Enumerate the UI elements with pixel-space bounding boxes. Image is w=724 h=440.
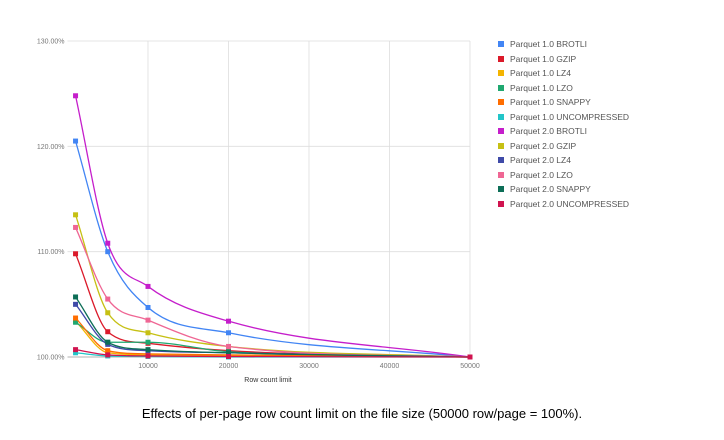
data-point	[145, 339, 151, 345]
legend-label: Parquet 2.0 UNCOMPRESSED	[510, 198, 630, 209]
series-parquet-1-0-brotli	[73, 138, 471, 358]
legend-swatch	[498, 84, 504, 91]
series-line	[74, 227, 471, 358]
series-parquet-2-0-brotli	[73, 93, 471, 358]
series-parquet-1-0-gzip	[73, 251, 471, 358]
legend-swatch	[498, 99, 504, 106]
data-point	[73, 93, 79, 99]
legend-label: Parquet 2.0 BROTLI	[510, 126, 588, 137]
data-point	[105, 352, 111, 358]
data-point	[73, 224, 79, 230]
data-point	[105, 296, 111, 302]
data-point	[73, 251, 79, 257]
data-point	[73, 315, 79, 321]
x-axis-label: Row count limit	[244, 377, 292, 384]
data-point	[73, 212, 79, 218]
legend-item: Parquet 2.0 LZ4	[498, 153, 629, 168]
legend-item: Parquet 2.0 BROTLI	[498, 124, 629, 139]
x-tick-label: 10000	[138, 363, 158, 370]
legend-item: Parquet 1.0 LZ4	[498, 66, 629, 81]
legend-label: Parquet 2.0 GZIP	[510, 140, 577, 151]
series-parquet-2-0-lzo	[73, 224, 471, 358]
series-line	[75, 317, 471, 358]
data-point	[145, 330, 151, 336]
x-tick-label: 40000	[380, 363, 400, 370]
data-point	[105, 249, 111, 255]
legend-item: Parquet 1.0 UNCOMPRESSED	[498, 110, 629, 125]
legend: Parquet 1.0 BROTLI Parquet 1.0 GZIP Parque…	[498, 37, 629, 211]
legend-swatch	[498, 142, 504, 149]
series-line	[74, 214, 471, 358]
data-point	[73, 138, 79, 144]
legend-label: Parquet 1.0 SNAPPY	[510, 97, 591, 108]
data-point	[73, 301, 79, 307]
series-line	[75, 296, 471, 358]
legend-swatch	[498, 113, 504, 120]
legend-item: Parquet 1.0 SNAPPY	[498, 95, 629, 110]
legend-item: Parquet 2.0 GZIP	[498, 139, 629, 154]
data-point	[73, 350, 79, 356]
data-point	[226, 350, 231, 356]
legend-label: Parquet 1.0 BROTLI	[510, 39, 588, 50]
data-point	[105, 329, 111, 335]
data-point	[145, 347, 151, 353]
series-line	[74, 140, 471, 358]
legend-label: Parquet 2.0 SNAPPY	[510, 184, 591, 195]
legend-label: Parquet 2.0 LZO	[510, 169, 573, 180]
y-tick-label: 120.00%	[37, 144, 65, 151]
data-point	[145, 283, 151, 289]
legend-swatch	[498, 171, 504, 178]
data-point	[226, 353, 231, 359]
series-line	[75, 348, 471, 358]
data-point	[226, 330, 231, 336]
legend-item: Parquet 2.0 UNCOMPRESSED	[498, 197, 629, 212]
data-point	[73, 347, 79, 353]
data-point	[226, 343, 231, 349]
data-point	[73, 294, 79, 300]
legend-item: Parquet 1.0 LZO	[498, 81, 629, 96]
data-point	[73, 319, 79, 325]
legend-label: Parquet 1.0 UNCOMPRESSED	[510, 111, 630, 122]
y-tick-label: 110.00%	[37, 249, 64, 256]
series-parquet-2-0-uncompressed	[73, 347, 473, 360]
x-tick-label: 30000	[299, 363, 319, 370]
legend-label: Parquet 2.0 LZ4	[510, 155, 571, 166]
data-point	[467, 354, 473, 360]
legend-swatch	[498, 186, 504, 193]
data-point	[145, 304, 151, 310]
legend-swatch	[498, 157, 504, 164]
legend-swatch	[498, 200, 504, 207]
data-point	[226, 318, 231, 324]
data-point	[145, 353, 151, 359]
data-point	[105, 240, 111, 246]
legend-swatch	[498, 128, 504, 135]
figure-caption: Effects of per-page row count limit on t…	[141, 406, 583, 421]
legend-item: Parquet 1.0 BROTLI	[498, 37, 629, 52]
data-point	[105, 348, 111, 354]
data-point	[105, 339, 111, 345]
legend-item: Parquet 2.0 SNAPPY	[498, 182, 629, 197]
series-line	[74, 253, 471, 358]
data-point	[145, 317, 151, 323]
legend-label: Parquet 1.0 LZ4	[510, 68, 571, 79]
legend-item: Parquet 2.0 LZO	[498, 168, 629, 183]
legend-label: Parquet 1.0 GZIP	[510, 53, 577, 64]
legend-label: Parquet 1.0 LZO	[510, 82, 573, 93]
data-point	[105, 310, 111, 316]
legend-swatch	[498, 70, 504, 77]
series-parquet-2-0-gzip	[73, 212, 471, 358]
legend-item: Parquet 1.0 GZIP	[498, 52, 629, 67]
series-line	[74, 95, 471, 358]
legend-swatch	[498, 41, 504, 48]
y-tick-label: 100.00%	[37, 355, 65, 362]
series-parquet-2-0-snappy	[73, 294, 471, 358]
x-tick-label: 20000	[219, 363, 239, 370]
legend-swatch	[498, 55, 504, 62]
x-tick-label: 50000	[460, 363, 480, 370]
y-tick-label: 130.00%	[37, 39, 65, 46]
